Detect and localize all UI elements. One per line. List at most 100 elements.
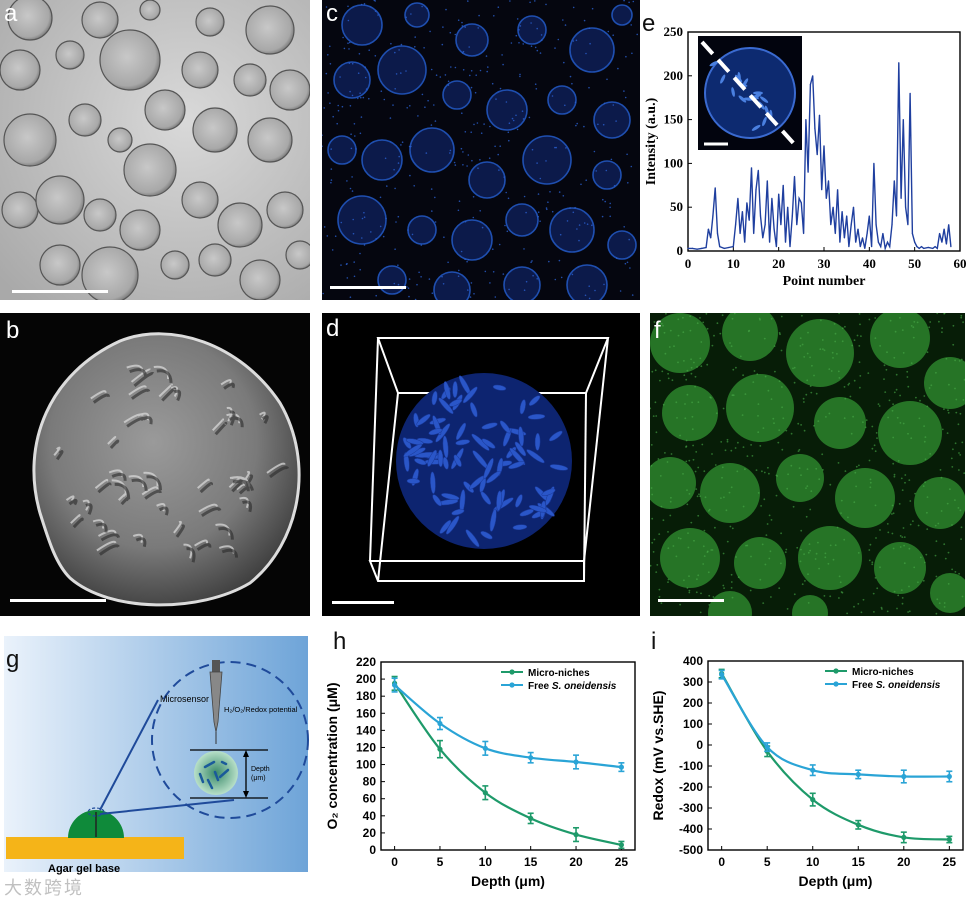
rod (432, 494, 442, 507)
fold-shadow (221, 548, 239, 558)
cell (247, 117, 293, 163)
depth-label: Depth (251, 766, 270, 773)
data-point (898, 62, 900, 64)
fold (228, 477, 240, 489)
cell (650, 313, 710, 373)
x-tick-label: 25 (943, 855, 957, 869)
data-point (437, 746, 443, 752)
rod (427, 449, 437, 467)
x-tick-label: 15 (852, 855, 866, 869)
rod (406, 478, 421, 484)
inset-rod (709, 60, 719, 67)
fold (92, 519, 105, 529)
data-point (855, 241, 857, 243)
data-point (793, 175, 796, 178)
data-point (696, 248, 698, 250)
data-point (825, 197, 827, 199)
fold-shadow (269, 466, 290, 479)
rod (514, 441, 527, 457)
x-tick-label: 10 (806, 855, 820, 869)
data-point (895, 215, 898, 217)
data-point (814, 127, 816, 129)
cell (81, 246, 139, 300)
cell (0, 49, 41, 91)
rod (496, 490, 502, 511)
data-point (791, 215, 793, 217)
y-tick-label: 100 (683, 717, 703, 731)
fold (107, 436, 117, 445)
data-point (714, 187, 716, 189)
legend-marker (833, 681, 839, 687)
cell (660, 528, 720, 588)
data-point (859, 246, 861, 248)
fold-shadow (196, 543, 212, 551)
panel-h-oxygen-chart: h 0 5 10 15 20 25 0 20 40 60 80 100 120 140 160 180 200 2… (315, 622, 645, 902)
fold (111, 479, 127, 496)
fold-shadow (201, 507, 222, 517)
x-tick-label: 0 (391, 855, 398, 869)
data-point (787, 206, 789, 208)
fold-shadow (175, 524, 185, 538)
data-point (923, 247, 925, 249)
cell (119, 209, 161, 251)
data-point (807, 171, 809, 173)
data-point (707, 228, 709, 230)
watermark: 大数跨境 (4, 878, 84, 899)
fold (128, 385, 147, 396)
fold-shadow (133, 371, 155, 388)
fold (94, 478, 109, 489)
fold (82, 499, 90, 511)
fold-shadow (95, 522, 108, 533)
fold (226, 413, 241, 424)
y-tick-label: 80 (363, 775, 377, 789)
fold-shadow (238, 485, 250, 495)
data-point (728, 246, 730, 249)
x-tick-label: 10 (727, 256, 740, 271)
data-point (832, 206, 834, 208)
x-tick-label: 0 (718, 855, 725, 869)
scale-bar (12, 290, 108, 293)
rod (480, 531, 493, 540)
cell (505, 203, 539, 237)
y-tick-label: 250 (664, 24, 684, 39)
y-axis-title: O₂ concentration (μM) (324, 682, 340, 829)
legend-label: Free S. oneidensis (528, 681, 617, 692)
fold-shadow (97, 482, 112, 494)
rod (515, 494, 523, 508)
cell (870, 313, 930, 368)
data-point (803, 232, 805, 235)
cell (333, 61, 371, 99)
y-tick-label: 400 (683, 654, 703, 668)
fold (118, 492, 127, 501)
cell (123, 143, 177, 197)
data-point (932, 247, 934, 249)
fold (194, 539, 209, 547)
cell (181, 51, 219, 89)
x-axis-title: Point number (783, 274, 866, 289)
fold-shadow (173, 389, 182, 402)
data-point (775, 246, 777, 248)
cell (547, 85, 577, 115)
data-point (737, 197, 739, 199)
inset-rod (759, 96, 769, 103)
panel-label: i (651, 628, 657, 655)
panel-d-3d-render: d (322, 313, 640, 616)
y-tick-label: 180 (356, 689, 376, 703)
data-point (848, 246, 850, 248)
x-tick-label: 20 (897, 855, 911, 869)
data-point (873, 162, 875, 164)
data-point (864, 247, 866, 249)
cell (878, 401, 942, 465)
intensity-chart: 0 10 20 30 40 50 60 0 50 100 150 200 250 Point number… (644, 24, 967, 289)
data-point (918, 247, 920, 249)
inset-image (698, 36, 802, 150)
inset-rod (751, 124, 761, 131)
y-tick-label: -300 (679, 801, 703, 815)
cell (3, 113, 57, 167)
cell (722, 313, 778, 361)
fold (173, 520, 182, 534)
cell (835, 468, 895, 528)
fold (158, 383, 173, 398)
data-point (741, 211, 743, 213)
x-tick-label: 5 (764, 855, 771, 869)
